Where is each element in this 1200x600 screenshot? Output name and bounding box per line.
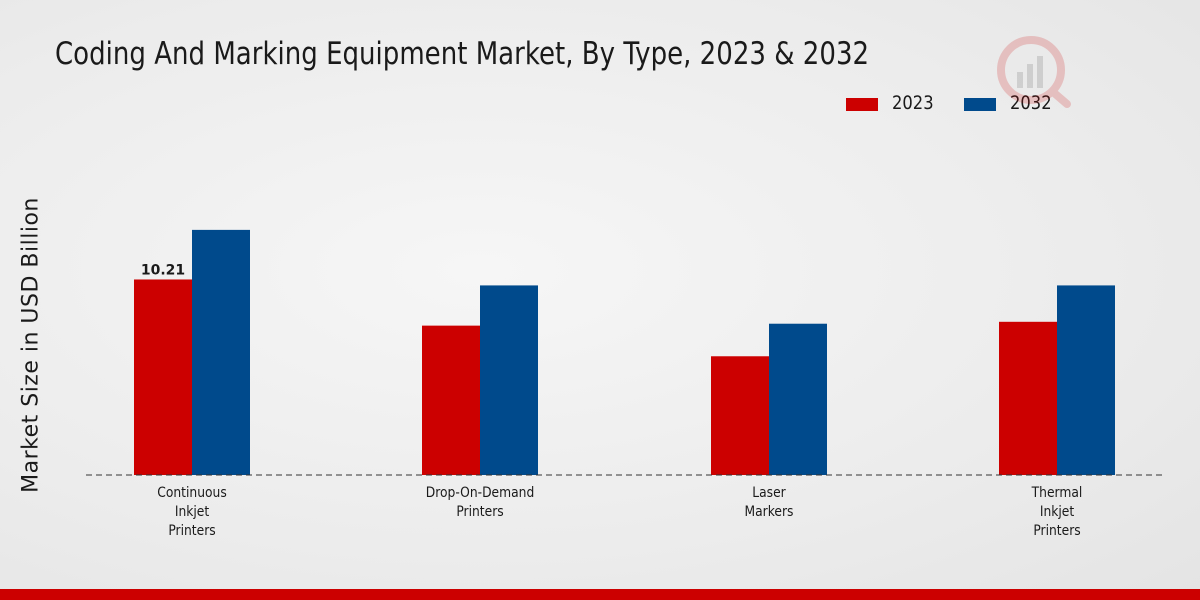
x-tick-label-0: Continuous Inkjet Printers	[157, 485, 227, 539]
data-label-2023-0: 10.21	[141, 262, 185, 278]
x-tick-line: Drop-On-Demand	[426, 485, 535, 501]
bar-2032-3	[1057, 285, 1115, 475]
bar-2023-3	[999, 321, 1057, 475]
x-tick-line: Continuous	[157, 485, 227, 501]
bar-2032-2	[769, 323, 827, 475]
chart-title: Coding And Marking Equipment Market, By …	[55, 36, 870, 72]
x-tick-line: Inkjet	[1040, 504, 1074, 520]
x-tick-line: Inkjet	[175, 504, 209, 520]
bar-2023-2	[711, 356, 769, 475]
x-tick-line: Printers	[456, 504, 503, 520]
x-tick-line: Markers	[745, 504, 794, 520]
legend-label-2023: 2023	[892, 92, 934, 114]
x-tick-line: Thermal	[1031, 485, 1083, 501]
bar-2032-1	[480, 285, 538, 475]
x-tick-label-3: Thermal Inkjet Printers	[1031, 485, 1083, 539]
bar-2023-1	[422, 325, 480, 475]
bars-group	[134, 229, 1115, 475]
x-tick-labels: Continuous Inkjet Printers Drop-On-Demand Pr…	[157, 485, 1082, 539]
legend-swatch-2023	[846, 98, 878, 111]
legend-swatch-2032	[964, 98, 996, 111]
brand-logo-icon	[997, 36, 1071, 108]
footer-bar	[0, 589, 1200, 600]
legend-label-2032: 2032	[1010, 92, 1052, 114]
x-tick-line: Printers	[1033, 523, 1080, 539]
data-labels: 10.21	[141, 262, 185, 278]
x-tick-line: Printers	[168, 523, 215, 539]
x-tick-line: Laser	[752, 485, 786, 501]
x-tick-label-2: Laser Markers	[745, 485, 794, 520]
bar-2023-0	[134, 279, 192, 475]
x-tick-label-1: Drop-On-Demand Printers	[426, 485, 535, 520]
bar-2032-0	[192, 229, 250, 475]
